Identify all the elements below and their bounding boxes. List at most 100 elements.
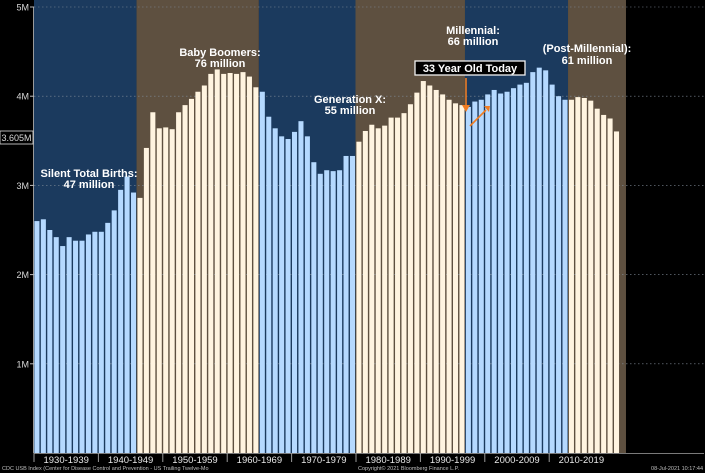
bar — [349, 155, 355, 454]
annotation-arrowhead-diagonal — [484, 106, 490, 112]
footer-copyright: Copyright© 2021 Bloomberg Finance L.P. — [358, 465, 460, 472]
decade-label: 1930-1939 — [43, 455, 88, 466]
bar — [311, 162, 317, 453]
bar — [517, 84, 523, 453]
bar — [131, 192, 137, 453]
decade-label: 1990-1999 — [430, 455, 475, 466]
bar — [79, 240, 85, 453]
bar — [568, 99, 574, 453]
decade-label: 1980-1989 — [365, 455, 410, 466]
bar — [66, 237, 72, 453]
bar — [272, 128, 278, 453]
bar — [176, 112, 182, 454]
bar — [60, 246, 66, 453]
bar — [221, 73, 227, 454]
bar — [459, 105, 465, 454]
generation-total: 47 million — [64, 179, 115, 191]
bar — [614, 131, 620, 453]
bar — [188, 98, 194, 453]
bar — [498, 93, 504, 454]
bar — [111, 210, 117, 453]
bar — [536, 67, 542, 453]
bar — [169, 129, 175, 454]
bar — [543, 70, 549, 453]
bar — [395, 117, 401, 453]
bar — [575, 97, 581, 453]
bar — [562, 99, 568, 453]
bar — [105, 222, 111, 453]
bar — [182, 105, 188, 454]
bar — [240, 72, 246, 453]
x-axis-decade-labels: 1930-1939 1940-1949 1950-1959 1960-1969 1970… — [33, 453, 704, 466]
bar — [485, 94, 491, 453]
bar — [208, 73, 214, 454]
annotation: 33 Year Old Today — [414, 60, 526, 127]
bar — [491, 89, 497, 454]
generation-total: 76 million — [195, 58, 246, 70]
bar — [414, 92, 420, 453]
bar — [343, 155, 349, 454]
bar — [137, 197, 143, 453]
decade-label: 2000-2009 — [494, 455, 539, 466]
annotation-box — [414, 60, 526, 76]
bar — [581, 97, 587, 453]
y-tick-label: 3M — [16, 181, 29, 191]
decade-label: 1970-1979 — [301, 455, 346, 466]
bar — [407, 104, 413, 453]
bar — [259, 91, 265, 454]
annotation-label: 33 Year Old Today — [423, 63, 518, 75]
bar — [150, 112, 156, 454]
bar — [446, 99, 452, 453]
bar — [530, 72, 536, 453]
bar — [234, 73, 240, 454]
bar-series — [34, 67, 620, 454]
footer: CDC USB Index (Center for Disease Contro… — [2, 465, 703, 472]
decade-label: 2010-2019 — [559, 455, 604, 466]
footer-timestamp: 08-Jul-2021 10:17:44 — [651, 466, 703, 472]
generation-name: Silent Total Births: — [41, 168, 138, 180]
generation-total: 55 million — [325, 105, 376, 117]
bar — [465, 106, 471, 454]
bar — [523, 82, 529, 453]
bar — [285, 139, 291, 454]
bar — [607, 118, 613, 453]
bar — [388, 117, 394, 453]
decade-label: 1950-1959 — [172, 455, 217, 466]
bar — [227, 73, 233, 454]
bar — [47, 230, 53, 453]
bar — [588, 100, 594, 453]
bar — [549, 84, 555, 453]
bar — [382, 125, 388, 454]
bar — [118, 189, 124, 454]
bar — [317, 173, 323, 453]
generation-labels: Silent Total Births:47 million Baby Boome… — [41, 25, 632, 191]
decade-label: 1940-1949 — [108, 455, 153, 466]
y-axis: 1M 2M 3M 4M 5M — [16, 3, 34, 453]
bar — [156, 128, 162, 453]
bar — [92, 231, 98, 453]
bar — [433, 89, 439, 454]
decade-label: 1960-1969 — [237, 455, 282, 466]
bar — [369, 124, 375, 453]
bar — [279, 136, 285, 453]
bar — [478, 99, 484, 453]
y-tick-label: 4M — [16, 92, 29, 102]
bar — [163, 127, 169, 454]
generation-name: (Post-Millennial): — [543, 43, 632, 55]
last-value-marker: 3.605M — [0, 130, 34, 145]
bar — [34, 221, 40, 453]
generation-total: 61 million — [562, 55, 613, 67]
y-tick-label: 1M — [16, 359, 29, 369]
bar — [304, 136, 310, 453]
bar — [124, 176, 130, 454]
bar — [214, 69, 220, 453]
bar — [510, 88, 516, 453]
bar — [73, 240, 79, 453]
last-value-box — [0, 130, 34, 145]
bar — [298, 121, 304, 454]
bar — [504, 91, 510, 454]
bar — [330, 171, 336, 454]
bar — [143, 147, 149, 453]
bar — [246, 76, 252, 454]
bar — [253, 87, 259, 453]
